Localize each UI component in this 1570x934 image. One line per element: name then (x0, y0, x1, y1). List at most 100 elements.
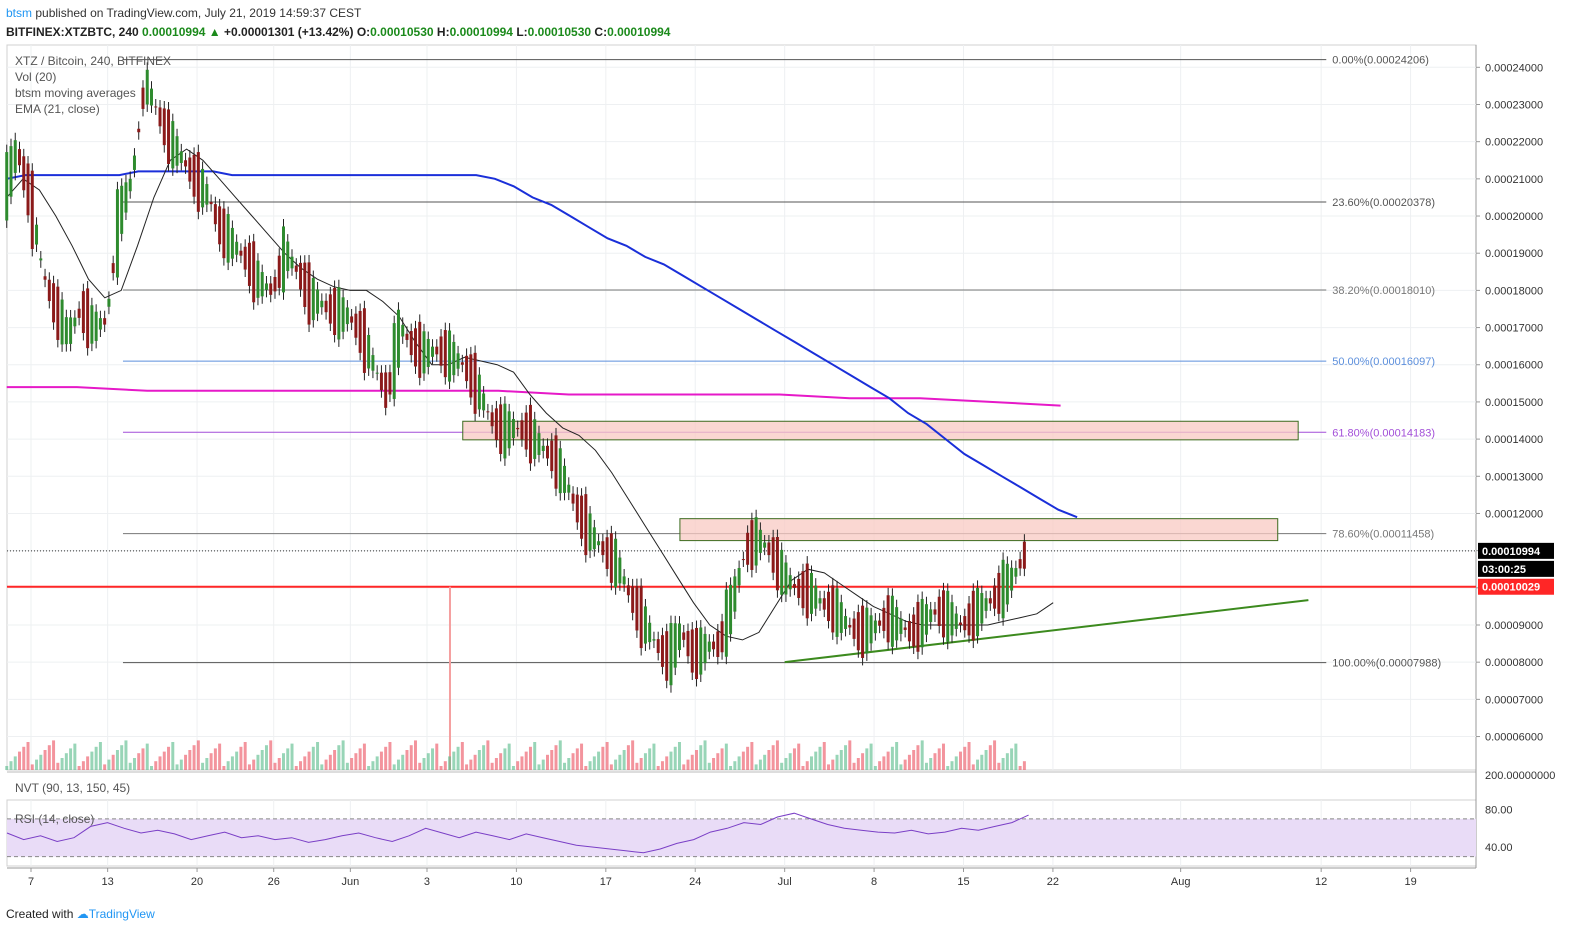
candle-body (111, 263, 115, 274)
volume-bar (597, 751, 601, 770)
candle-body (827, 591, 831, 622)
candle-body (503, 403, 507, 459)
volume-bar (767, 750, 771, 770)
volume-bar (94, 746, 98, 770)
volume-bar (9, 761, 13, 770)
candle-body (179, 151, 183, 163)
volume-bar (273, 762, 277, 770)
volume-bar (371, 761, 375, 770)
candle-body (665, 631, 669, 681)
volume-bar (614, 759, 618, 770)
candle-body (290, 256, 294, 269)
candle-body (103, 318, 107, 325)
footer-created: Created with (6, 907, 74, 921)
volume-bar (52, 740, 56, 770)
volume-bar (886, 751, 890, 770)
candle-body (294, 265, 298, 272)
candle-body (448, 330, 452, 382)
candle-body (1005, 563, 1009, 605)
volume-bar (631, 740, 635, 770)
volume-bar (115, 750, 119, 770)
candle-body (601, 541, 605, 556)
candle-body (605, 537, 609, 569)
volume-bar (35, 759, 39, 770)
footer-brand[interactable]: TradingView (88, 907, 155, 921)
candle-body (907, 621, 911, 642)
volume-bar (47, 745, 51, 770)
candle-body (869, 615, 873, 644)
volume-bar (533, 742, 537, 770)
volume-bar (299, 761, 303, 770)
legend-rsi: RSI (14, close) (15, 812, 95, 826)
volume-bar (179, 759, 183, 770)
candle-body (980, 593, 984, 624)
volume-bar (401, 754, 405, 770)
volume-bar (648, 748, 652, 770)
candle-body (780, 549, 784, 595)
tradingview-logo-icon: ☁ (76, 907, 89, 921)
volume-bar (473, 754, 477, 770)
rsi-tick-label: 40.00 (1485, 842, 1513, 854)
x-tick-label: 26 (268, 876, 280, 888)
candle-body (35, 224, 39, 245)
volume-bar (243, 742, 247, 770)
volume-bar (937, 748, 941, 770)
volume-bar (707, 762, 711, 770)
candle-body (741, 559, 745, 561)
volume-bar (30, 764, 34, 770)
volume-bar (448, 756, 452, 770)
candle-body (1001, 559, 1005, 619)
candle-body (426, 338, 430, 367)
volume-bar (571, 753, 575, 770)
candle-body (839, 602, 843, 633)
candle-body (465, 355, 469, 382)
volume-bar (435, 743, 439, 770)
volume-bar (869, 743, 873, 770)
candle-body (673, 623, 677, 668)
candle-body (431, 346, 435, 357)
candle-body (409, 331, 413, 356)
candle-body (379, 372, 383, 391)
volume-bar (907, 754, 911, 770)
candle-body (856, 612, 860, 651)
volume-bar (814, 751, 818, 770)
volume-bar (946, 766, 950, 770)
candle-body (324, 300, 328, 313)
volume-bar (967, 742, 971, 770)
candle-body (690, 629, 694, 673)
volume-bar (235, 751, 239, 770)
volume-bar (716, 753, 720, 770)
author-name[interactable]: btsm (6, 6, 33, 20)
candle-body (537, 433, 541, 455)
volume-bar (256, 754, 260, 770)
volume-bar (460, 742, 464, 770)
volume-bar (720, 748, 724, 770)
rsi-band (7, 818, 1476, 857)
candle-body (882, 607, 886, 631)
y-tick-label: 0.00009000 (1485, 620, 1543, 632)
volume-bar (13, 756, 17, 770)
volume-bar (797, 743, 801, 770)
candle-body (209, 201, 213, 205)
candle-body (784, 562, 788, 595)
volume-bar (669, 751, 673, 770)
candle-body (435, 346, 439, 355)
candle-body (507, 411, 511, 449)
volume-bar (103, 764, 107, 770)
candle-body (414, 328, 417, 367)
y-tick-label: 0.00008000 (1485, 657, 1543, 669)
candle-body (316, 289, 320, 314)
volume-bar (605, 742, 609, 770)
candle-body (320, 300, 324, 308)
candle-body (959, 622, 963, 625)
candle-body (550, 440, 554, 472)
volume-bar (320, 764, 324, 770)
volume-bar (192, 745, 196, 770)
y-tick-label: 0.00015000 (1485, 397, 1543, 409)
candle-body (273, 277, 277, 292)
candle-body (201, 168, 205, 208)
volume-bar (622, 750, 626, 770)
candle-body (997, 572, 1001, 614)
y-tick-label: 0.00022000 (1485, 137, 1543, 149)
